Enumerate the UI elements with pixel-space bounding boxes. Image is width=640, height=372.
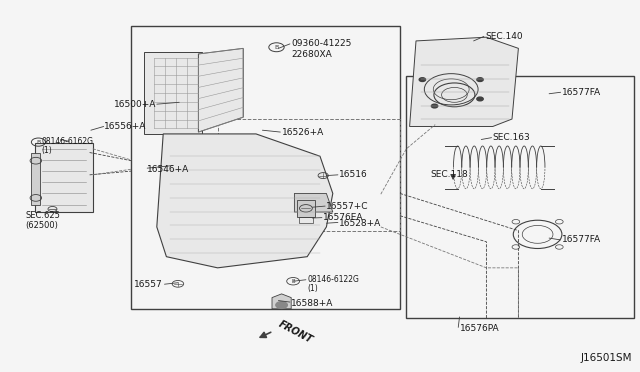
Text: B: B xyxy=(275,45,278,50)
Polygon shape xyxy=(198,48,243,132)
Text: 08146-6162G: 08146-6162G xyxy=(42,137,93,146)
Polygon shape xyxy=(272,294,291,309)
Text: SEC.118: SEC.118 xyxy=(430,170,468,179)
Text: 16526+A: 16526+A xyxy=(282,128,324,137)
Text: 16577FA: 16577FA xyxy=(562,88,601,97)
Bar xyxy=(144,52,202,134)
Text: 16546+A: 16546+A xyxy=(147,165,189,174)
Text: 16588+A: 16588+A xyxy=(291,299,333,308)
Text: J16501SM: J16501SM xyxy=(581,353,632,363)
Circle shape xyxy=(477,97,483,101)
Text: 16557+C: 16557+C xyxy=(326,202,369,211)
Circle shape xyxy=(419,78,426,81)
Bar xyxy=(35,143,93,212)
Circle shape xyxy=(477,78,483,81)
Text: (1): (1) xyxy=(307,284,318,293)
Text: 16528+A: 16528+A xyxy=(339,219,381,228)
Text: B: B xyxy=(291,279,295,284)
Text: 16556+A: 16556+A xyxy=(104,122,146,131)
Text: 16576EA: 16576EA xyxy=(323,213,364,222)
Text: B: B xyxy=(36,140,40,145)
Polygon shape xyxy=(157,134,333,268)
Text: 16557: 16557 xyxy=(134,280,163,289)
Text: (62500): (62500) xyxy=(26,221,58,230)
Text: 22680XA: 22680XA xyxy=(291,50,332,59)
Text: SEC.140: SEC.140 xyxy=(485,32,523,41)
Polygon shape xyxy=(410,37,518,126)
Polygon shape xyxy=(294,193,333,212)
Bar xyxy=(299,217,313,223)
Text: 16576PA: 16576PA xyxy=(460,324,499,333)
Bar xyxy=(31,153,40,205)
Text: (1): (1) xyxy=(42,146,52,155)
Text: 16577FA: 16577FA xyxy=(562,235,601,244)
Bar xyxy=(406,76,634,318)
Circle shape xyxy=(431,104,438,108)
Circle shape xyxy=(276,302,287,308)
Bar xyxy=(218,119,400,231)
Bar xyxy=(297,200,315,217)
Text: SEC.625: SEC.625 xyxy=(26,211,60,220)
Text: 09360-41225: 09360-41225 xyxy=(291,39,351,48)
Text: FRONT: FRONT xyxy=(276,319,314,345)
Text: 16516: 16516 xyxy=(339,170,368,179)
Text: 16500+A: 16500+A xyxy=(115,100,157,109)
Text: SEC.163: SEC.163 xyxy=(493,133,531,142)
Bar xyxy=(131,26,400,309)
Text: 08146-6122G: 08146-6122G xyxy=(307,275,359,284)
